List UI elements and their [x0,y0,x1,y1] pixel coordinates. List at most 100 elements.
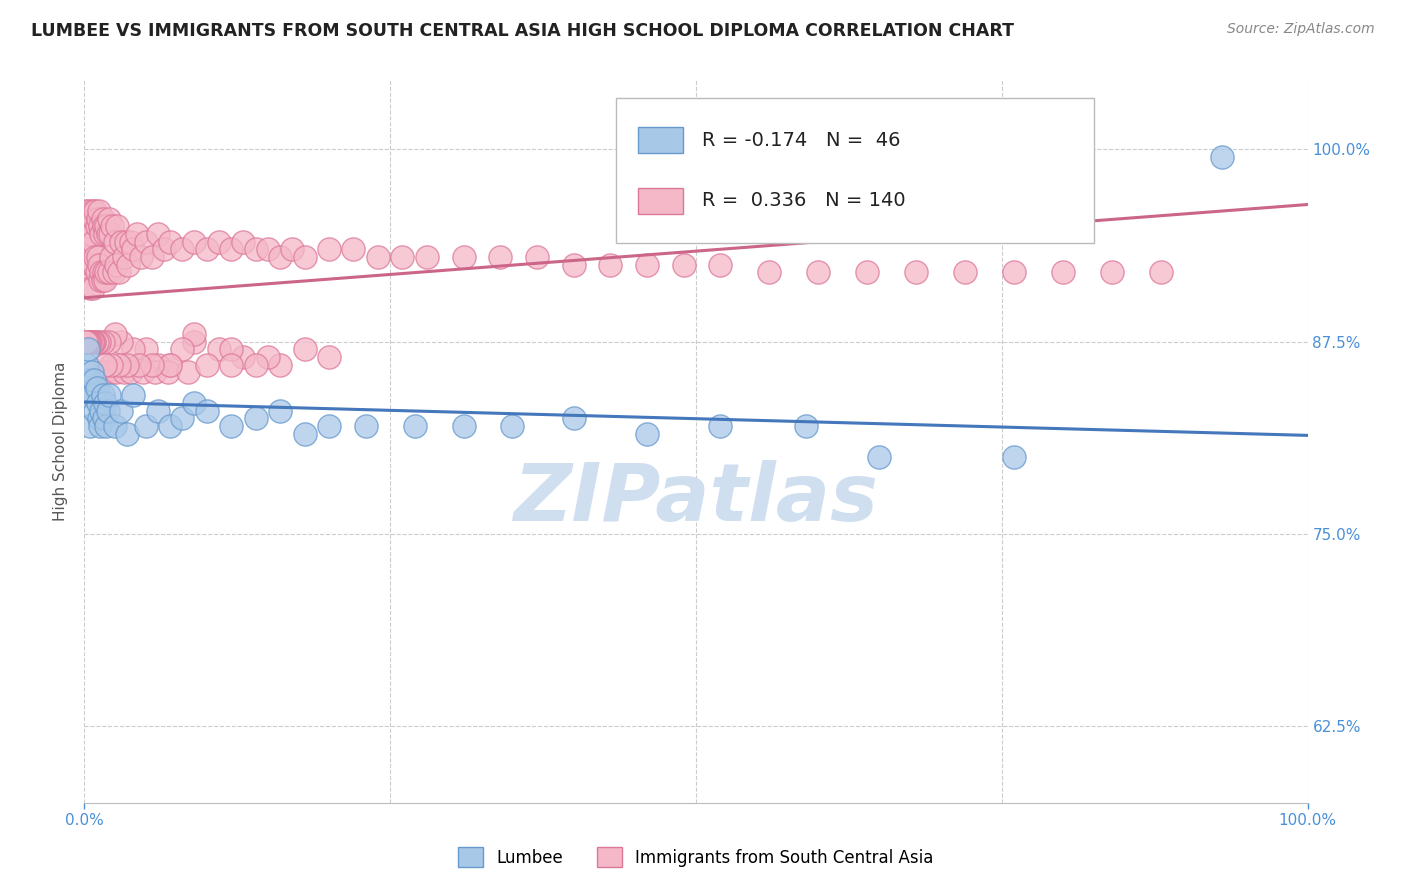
Point [83,373,105,387]
Point [79,419,101,434]
Point [404,419,426,434]
Point [107,358,129,372]
Point [93,365,115,379]
Point [103,265,125,279]
Point [135,343,157,357]
Point [122,343,145,357]
Point [110,235,132,249]
Point [105,365,128,379]
Point [93,265,115,279]
Point [75,388,97,402]
Point [294,250,316,264]
Point [281,243,304,257]
Point [141,250,163,264]
Point [120,235,142,249]
Point [87,250,110,264]
Point [98,227,121,241]
Point [219,243,242,257]
Point [159,358,181,372]
Point [96,419,118,434]
Point [82,235,104,249]
Point [115,358,138,372]
Point [75,203,97,218]
Point [100,358,122,372]
FancyBboxPatch shape [616,98,1094,243]
Point [219,419,242,434]
Point [1002,450,1025,464]
FancyBboxPatch shape [638,128,682,153]
Point [294,343,316,357]
Point [905,265,928,279]
Point [269,250,291,264]
Point [869,450,891,464]
Point [502,419,524,434]
Point [453,250,475,264]
Point [82,334,104,349]
Point [87,211,110,226]
Point [156,365,179,379]
Point [318,243,340,257]
Point [96,365,118,379]
Point [80,365,103,379]
Point [1101,265,1123,279]
Point [86,265,108,279]
Point [257,243,280,257]
Point [83,211,105,226]
Point [93,219,115,234]
Point [159,358,181,372]
Point [709,258,731,272]
Y-axis label: High School Diploma: High School Diploma [53,362,69,521]
Text: R =  0.336   N = 140: R = 0.336 N = 140 [702,191,905,211]
Text: ZIPatlas: ZIPatlas [513,460,879,539]
Point [146,358,169,372]
Point [97,265,120,279]
Point [84,203,107,218]
Point [195,243,218,257]
Point [183,326,205,341]
Point [636,258,658,272]
Point [245,411,267,425]
Point [453,419,475,434]
Point [115,426,138,441]
Point [135,235,157,249]
Point [86,381,108,395]
Point [1150,265,1173,279]
Point [159,235,181,249]
Point [77,219,100,234]
Point [342,243,364,257]
Point [79,281,101,295]
Point [97,211,120,226]
Point [257,350,280,364]
Point [807,265,830,279]
Point [80,227,103,241]
Point [77,343,100,357]
Point [77,250,100,264]
Point [526,250,548,264]
Point [856,265,879,279]
Point [94,396,117,410]
Point [89,219,111,234]
Point [104,326,127,341]
Point [97,388,120,402]
Point [107,265,129,279]
Point [77,203,100,218]
Point [110,334,132,349]
Point [94,358,117,372]
Point [76,358,98,372]
FancyBboxPatch shape [638,188,682,214]
Point [195,358,218,372]
Point [90,227,112,241]
Point [104,235,127,249]
Point [115,235,138,249]
Point [77,334,100,349]
Point [794,419,817,434]
Point [87,396,110,410]
Point [87,203,110,218]
Point [77,334,100,349]
Point [195,404,218,418]
Point [232,350,254,364]
Point [87,258,110,272]
Point [183,334,205,349]
Point [354,419,377,434]
Point [93,411,115,425]
